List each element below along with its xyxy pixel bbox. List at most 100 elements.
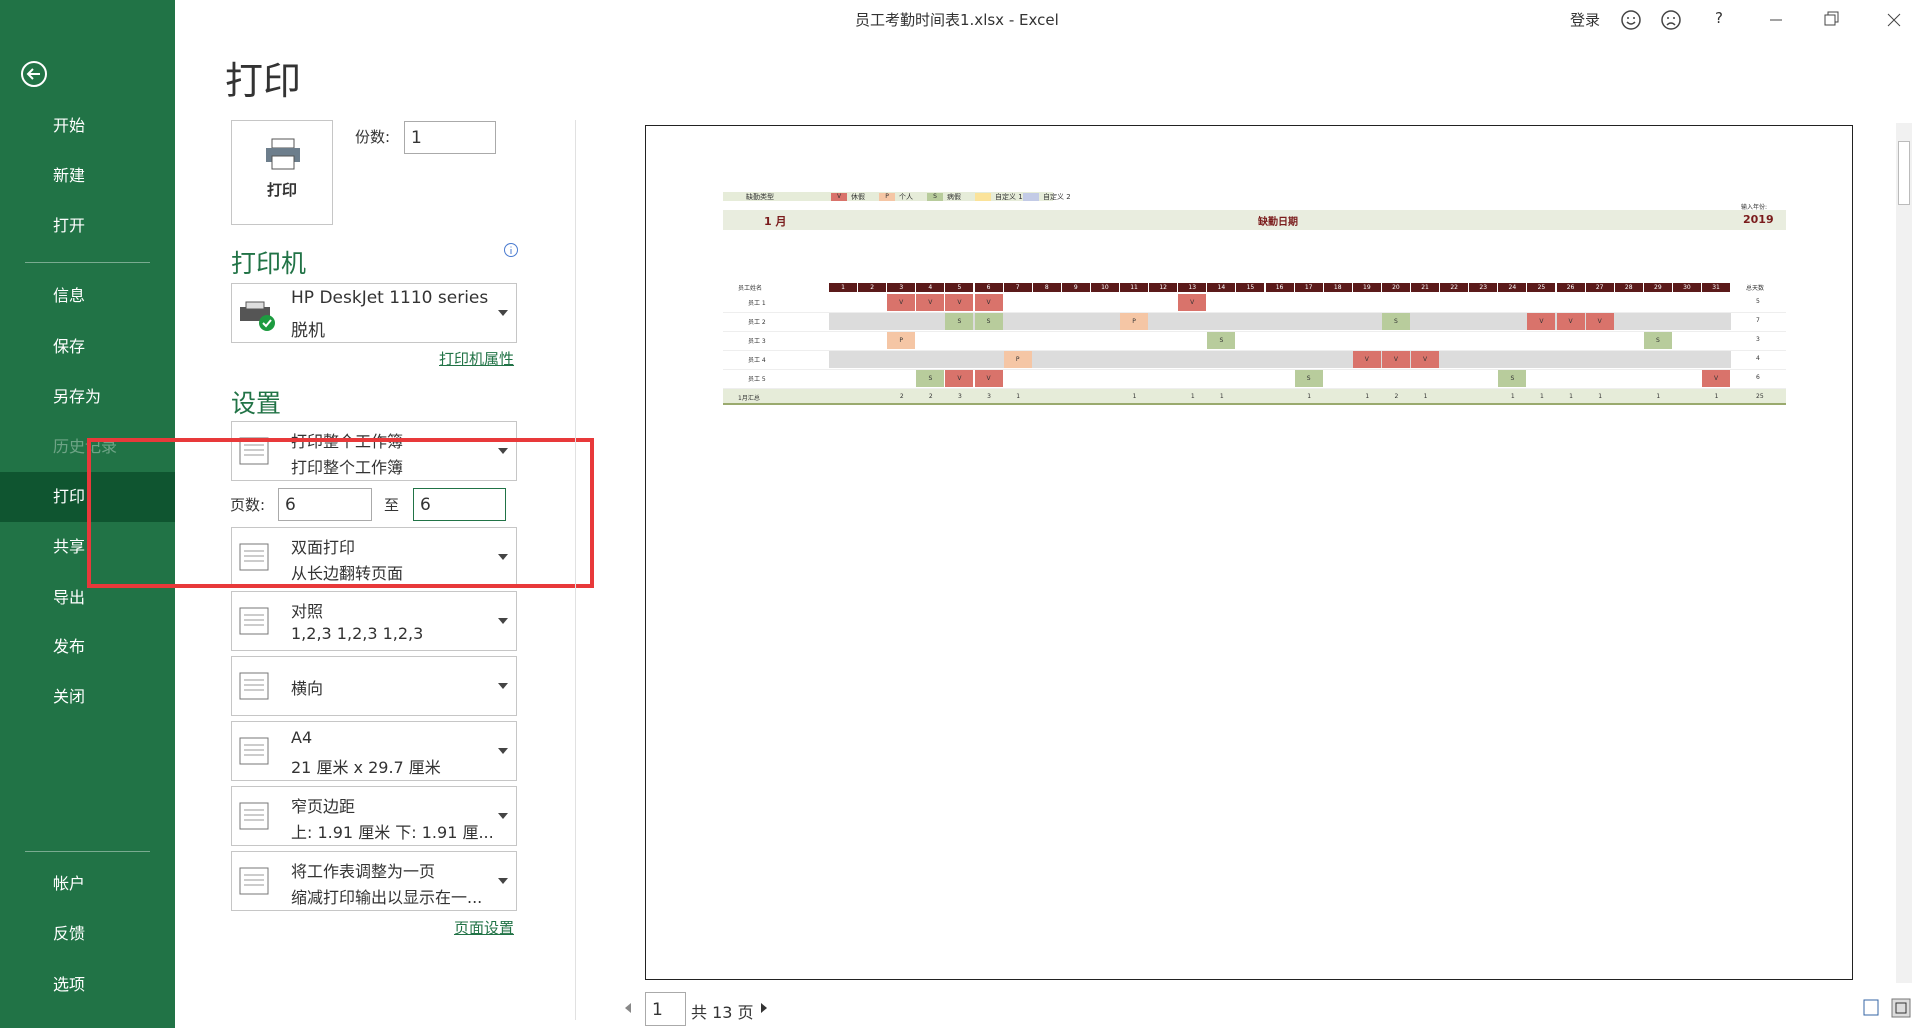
nav-item[interactable]: 开始 [53, 116, 86, 135]
nav-item[interactable]: 新建 [53, 166, 86, 185]
printer-dropdown[interactable]: HP DeskJet 1110 series 脱机 [231, 283, 517, 343]
dropdown-arrow [498, 448, 508, 454]
setting-title: 双面打印 [291, 538, 356, 557]
pages-to-input[interactable]: 6 [413, 488, 506, 521]
day-header: 14 [1207, 283, 1236, 292]
pages-from-value: 6 [285, 495, 296, 515]
nav-item[interactable]: 发布 [53, 637, 86, 656]
scroll-thumb[interactable] [1898, 141, 1910, 205]
day-header: 8 [1032, 283, 1061, 292]
scrollbar[interactable] [1896, 123, 1912, 983]
backstage-nav: 开始 新建 打开 信息 保存 另存为 历史记录 打印 共享 导出 发布 关闭 帐户 反馈 选项 [0, 0, 175, 1028]
absence-cell: S [1294, 370, 1323, 387]
absence-cell: P [1120, 313, 1149, 330]
employee-total: 4 [1756, 355, 1760, 362]
copies-label: 份数: [355, 128, 391, 146]
day-header: 22 [1440, 283, 1469, 292]
printer-properties-link[interactable]: 打印机属性 [439, 350, 515, 368]
page-input[interactable]: 1 [645, 992, 686, 1026]
print-button[interactable]: 打印 [231, 120, 333, 225]
day-header: 3 [887, 283, 916, 292]
settings-dropdown[interactable]: 窄页边距 上: 1.91 厘米 下: 1.91 厘... [231, 786, 517, 846]
dropdown-arrow [498, 748, 508, 754]
employee-name: 员工 5 [748, 376, 766, 383]
absence-cell: V [1381, 351, 1410, 368]
printer-name: HP DeskJet 1110 series [291, 288, 489, 308]
employee-total: 3 [1756, 336, 1760, 343]
day-header: 1 [829, 283, 858, 292]
employee-name: 员工 1 [748, 300, 766, 307]
year: 2019 [1743, 213, 1774, 226]
absence-cell: S [916, 370, 945, 387]
absence-cell: V [1585, 313, 1614, 330]
day-header: 16 [1265, 283, 1294, 292]
summary-count: 1 [1016, 393, 1021, 400]
legend-text: 自定义 2 [1043, 193, 1071, 201]
day-header: 25 [1527, 283, 1556, 292]
settings-dropdown[interactable]: A4 21 厘米 x 29.7 厘米 [231, 721, 517, 781]
page-heading: 打印 [225, 59, 302, 103]
frown-icon[interactable] [1659, 8, 1683, 32]
next-page[interactable] [758, 1000, 770, 1016]
legend-text: 病假 [947, 193, 961, 201]
window-controls[interactable] [1765, 8, 1915, 32]
settings-dropdown[interactable]: 将工作表调整为一页 缩减打印输出以显示在一... [231, 851, 517, 911]
nav-item[interactable]: 信息 [53, 286, 86, 305]
prev-page[interactable] [622, 1000, 634, 1016]
printer-heading: 打印机 [231, 249, 307, 278]
settings-dropdown[interactable]: 打印整个工作簿 打印整个工作簿 [231, 421, 517, 481]
nav-item[interactable]: 保存 [53, 337, 86, 356]
summary-count: 1 [1423, 393, 1428, 400]
pages-from-input[interactable]: 6 [278, 488, 372, 521]
info-icon[interactable] [503, 242, 519, 258]
month: 1 月 [764, 215, 787, 228]
absence-cell: S [1381, 313, 1410, 330]
day-header: 13 [1178, 283, 1207, 292]
page-input-value: 1 [652, 1000, 663, 1020]
settings-dropdown[interactable]: 横向 [231, 656, 517, 716]
view-buttons[interactable] [1862, 998, 1918, 1018]
day-header: 11 [1120, 283, 1149, 292]
smile-icon[interactable] [1619, 8, 1643, 32]
nav-item[interactable]: 反馈 [53, 924, 86, 943]
day-header: 21 [1411, 283, 1440, 292]
summary-count: 1 [1598, 393, 1603, 400]
summary-count: 2 [1394, 393, 1399, 400]
legend-label: 缺勤类型 [746, 193, 774, 201]
settings-dropdown[interactable]: 对照 1,2,3 1,2,3 1,2,3 [231, 591, 517, 651]
employee-name: 员工 3 [748, 338, 766, 345]
nav-item[interactable]: 选项 [53, 975, 86, 994]
setting-title: A4 [291, 728, 313, 747]
nav-item[interactable]: 帐户 [53, 874, 86, 893]
help[interactable]: ? [1715, 9, 1723, 27]
legend-swatch [1023, 193, 1039, 201]
row-line [723, 388, 1786, 389]
nav-item[interactable]: 关闭 [53, 687, 86, 706]
absence-cell: S [974, 313, 1003, 330]
back-button[interactable] [20, 60, 48, 88]
summary-count: 1 [1219, 393, 1224, 400]
header: 缺勤日期 [1258, 217, 1298, 228]
day-header: 15 [1236, 283, 1265, 292]
row-line [723, 331, 1786, 332]
day-header: 7 [1003, 283, 1032, 292]
settings-dropdown[interactable]: 双面打印 从长边翻转页面 [231, 527, 517, 587]
row-band [829, 351, 1732, 368]
nav-item[interactable]: 导出 [53, 588, 86, 607]
nav-item[interactable]: 打开 [53, 216, 86, 235]
absence-cell: P [1003, 351, 1032, 368]
absence-cell: V [916, 294, 945, 311]
copies-input[interactable]: 1 [404, 121, 496, 154]
absence-cell: V [945, 294, 974, 311]
nav-item[interactable]: 共享 [53, 537, 86, 556]
setting-subtitle: 21 厘米 x 29.7 厘米 [291, 758, 441, 777]
day-header: 24 [1498, 283, 1527, 292]
summary-count: 1 [1307, 393, 1312, 400]
absence-cell: V [887, 294, 916, 311]
nav-item[interactable]: 另存为 [53, 387, 102, 406]
page-setup-link[interactable]: 页面设置 [453, 919, 514, 937]
setting-subtitle: 缩减打印输出以显示在一... [291, 888, 483, 907]
day-header: 12 [1149, 283, 1178, 292]
sign-in[interactable]: 登录 [1570, 11, 1601, 29]
